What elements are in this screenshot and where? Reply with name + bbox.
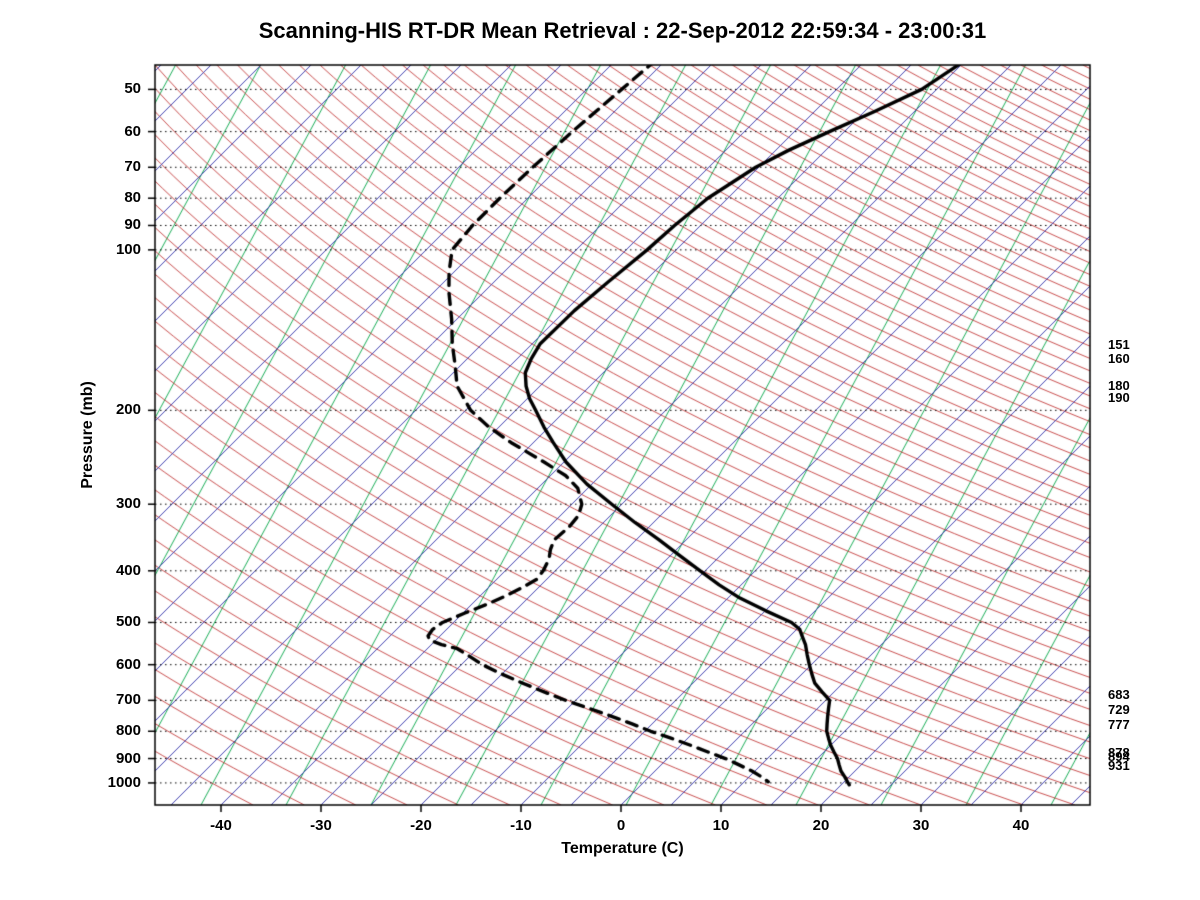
y-axis-label: Pressure (mb) — [79, 381, 96, 489]
x-axis-label: Temperature (C) — [561, 840, 684, 857]
chart-title: Scanning-HIS RT-DR Mean Retrieval : 22-S… — [258, 18, 987, 43]
